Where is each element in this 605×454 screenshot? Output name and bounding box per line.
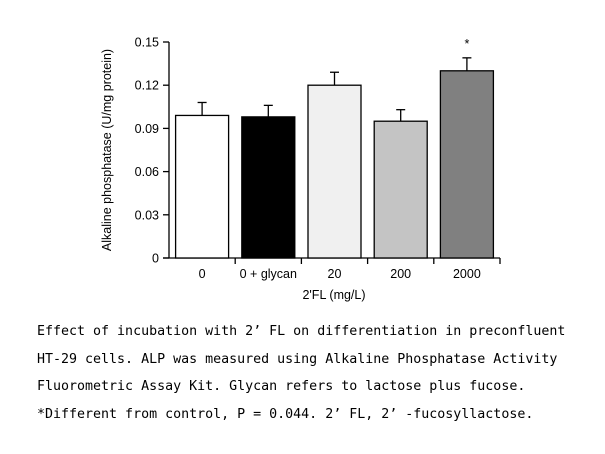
x-axis-title: 2'FL (mg/L) [302,288,365,302]
caption-line: Fluorometric Assay Kit. Glycan refers to… [37,379,526,394]
bar [307,84,362,259]
bar [373,120,428,259]
significance-marker: * [464,37,469,51]
x-tick-label: 200 [390,267,411,281]
bar [439,70,495,259]
y-tick-label: 0 [152,252,159,266]
x-tick-label: 2000 [453,267,481,281]
bar [174,114,230,259]
caption-line: Effect of incubation with 2’ FL on diffe… [37,324,566,339]
bar-chart: 0 0.03 0.06 0.09 0.12 0.15 0 0 + glycan 20 200 200… [100,36,501,302]
y-tick-label: 0.03 [135,208,159,222]
bar [241,116,296,259]
x-tick-label: 0 + glycan [240,267,297,281]
figure-caption: Effect of incubation with 2’ FL on diffe… [37,318,597,428]
plot-area: 0 0.03 0.06 0.09 0.12 0.15 0 0 + glycan 20 200 200… [135,36,501,281]
x-tick-label: 20 [328,267,342,281]
y-tick-label: 0.09 [135,122,159,136]
y-tick-label: 0.12 [135,79,159,93]
caption-line: HT-29 cells. ALP was measured using Alka… [37,351,558,367]
caption-line: *Different from control, P = 0.044. 2’ F… [37,406,534,422]
y-tick-label: 0.06 [135,165,159,179]
x-tick-label: 0 [199,267,206,281]
y-tick-label: 0.15 [135,36,159,50]
y-axis-title: Alkaline phosphatase (U/mg protein) [100,49,114,251]
